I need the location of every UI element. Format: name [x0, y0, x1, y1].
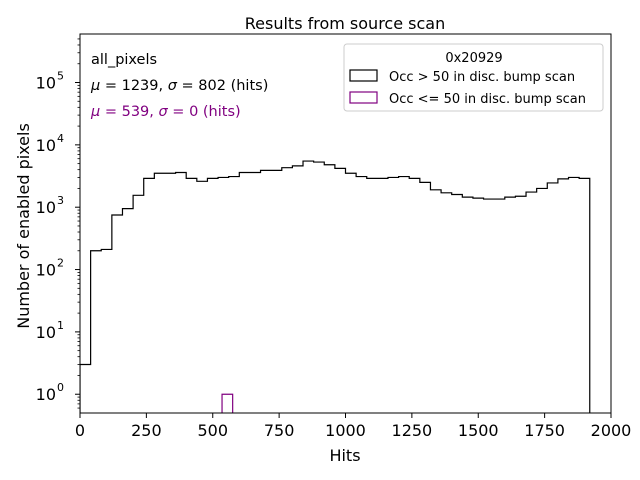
sigma-symbol: σ: [168, 78, 178, 94]
y-tick-exponent: 3: [57, 194, 64, 207]
x-tick-label: 250: [131, 421, 162, 440]
x-tick-label: 0: [75, 421, 85, 440]
x-tick-label: 1000: [325, 421, 366, 440]
y-tick-exponent: 2: [57, 257, 64, 270]
sigma-symbol: σ: [159, 104, 169, 120]
x-tick-label: 1500: [458, 421, 499, 440]
annotation-stats-low: μ = 539, σ = 0 (hits): [90, 104, 241, 120]
legend-swatch-low: [349, 91, 378, 104]
y-tick-label: 10: [36, 136, 56, 155]
legend-title: 0x20929: [445, 51, 502, 66]
y-tick-exponent: 4: [57, 132, 64, 145]
annotation-stats-all: μ = 1239, σ = 802 (hits): [90, 78, 268, 94]
legend-label-high: Occ > 50 in disc. bump scan: [389, 70, 575, 85]
chart-title: Results from source scan: [245, 14, 445, 33]
legend: 0x20929 Occ > 50 in disc. bump scan Occ …: [343, 43, 604, 112]
data-layer: [80, 160, 591, 413]
mu-value: = 1239,: [100, 78, 168, 94]
y-tick-label: 10: [36, 385, 56, 404]
y-tick-exponent: 0: [57, 381, 64, 394]
sigma-value: = 0 (hits): [168, 104, 241, 120]
y-axis-label: Number of enabled pixels: [14, 123, 33, 329]
sigma-value: = 802 (hits): [177, 78, 268, 94]
y-tick-label: 10: [36, 198, 56, 217]
x-tick-label: 1750: [524, 421, 565, 440]
x-axis-label: Hits: [329, 446, 360, 465]
mu-symbol: μ: [90, 104, 100, 120]
histogram-series-high: [80, 160, 591, 413]
mu-value: = 539,: [100, 104, 158, 120]
y-tick-exponent: 1: [57, 319, 64, 332]
y-tick-label: 10: [36, 74, 56, 93]
y-tick-label: 10: [36, 323, 56, 342]
x-axis: 0 250 500 750 1000 1250 1500 1750 2000: [75, 413, 631, 440]
x-tick-label: 1250: [392, 421, 433, 440]
legend-swatch-high: [349, 69, 378, 82]
histogram-bar-low-0: [221, 393, 234, 413]
mu-symbol: μ: [90, 78, 100, 94]
annotation-name: all_pixels: [91, 52, 157, 68]
stats-annotations: all_pixels μ = 1239, σ = 802 (hits) μ = …: [90, 52, 268, 120]
y-tick-label: 10: [36, 261, 56, 280]
x-tick-label: 500: [197, 421, 228, 440]
legend-label-low: Occ <= 50 in disc. bump scan: [389, 92, 586, 107]
legend-frame: [343, 43, 604, 112]
x-tick-label: 750: [264, 421, 295, 440]
y-tick-exponent: 5: [57, 70, 64, 83]
x-tick-label: 2000: [591, 421, 632, 440]
